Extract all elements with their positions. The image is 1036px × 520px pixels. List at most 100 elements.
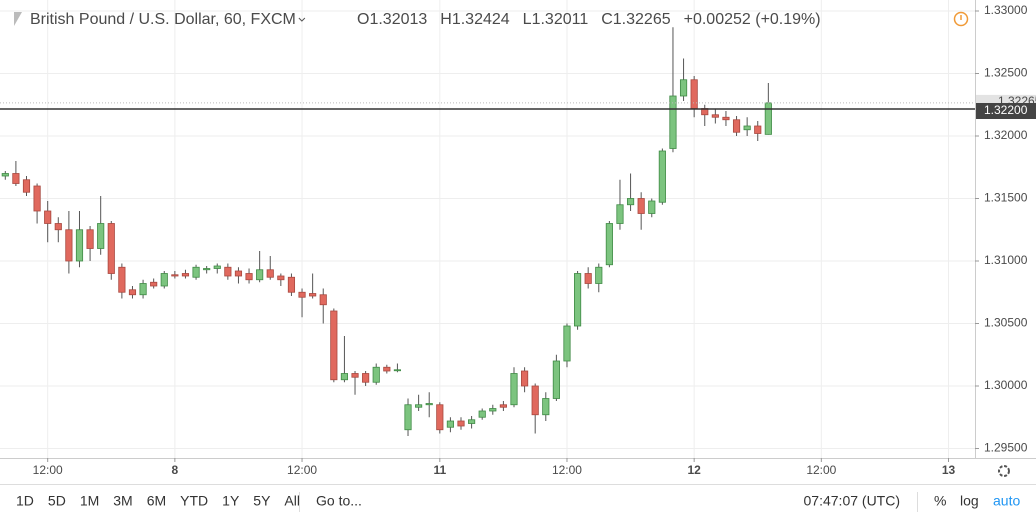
- candle-body: [1, 173, 9, 177]
- goto-button[interactable]: Go to...: [316, 493, 362, 509]
- candle-body: [287, 276, 296, 293]
- candle-body: [65, 229, 73, 262]
- candle-body: [319, 294, 327, 306]
- plot: [0, 0, 975, 458]
- ohlc-label: L1.32011: [523, 11, 589, 28]
- candle-body: [415, 404, 423, 408]
- legend: British Pound / U.S. Dollar, 60, FXCM O1.…: [30, 11, 821, 28]
- alert-icon[interactable]: [953, 11, 969, 27]
- candle-body: [425, 403, 433, 406]
- candle-body: [510, 373, 518, 406]
- scale-option[interactable]: log: [960, 493, 979, 509]
- candle-body: [340, 373, 349, 381]
- symbol-icon[interactable]: [14, 12, 22, 26]
- candle-body: [139, 283, 147, 296]
- candle-body: [256, 269, 264, 281]
- candle-body: [563, 325, 571, 362]
- range-button[interactable]: 1M: [80, 493, 99, 509]
- range-button[interactable]: All: [284, 493, 300, 509]
- candle-body: [616, 204, 624, 224]
- candle-body: [372, 366, 380, 383]
- horizontal-line-badge: [976, 103, 1036, 119]
- x-tick-label: 8: [172, 463, 179, 477]
- candle-body: [171, 274, 179, 277]
- candle-body: [446, 420, 454, 428]
- range-button[interactable]: 5D: [48, 493, 66, 509]
- candle-body: [44, 210, 52, 224]
- candle-body: [75, 229, 84, 262]
- candle-body: [658, 150, 666, 203]
- range-button[interactable]: 1Y: [222, 493, 240, 509]
- ohlc-label: C1.32265: [601, 11, 670, 28]
- candle-body: [648, 200, 656, 214]
- candle-body: [574, 273, 582, 327]
- candle-body: [595, 266, 603, 284]
- candle-body: [626, 198, 635, 206]
- candle-body: [489, 408, 497, 412]
- range-button[interactable]: 3M: [113, 493, 132, 509]
- range-button[interactable]: YTD: [180, 493, 208, 509]
- candle-body: [330, 310, 338, 381]
- candle-body: [107, 223, 115, 274]
- candle-body: [118, 266, 126, 293]
- candle-body: [764, 102, 772, 135]
- candle-body: [266, 269, 274, 278]
- horizontal-line-label: 1.32200: [984, 103, 1028, 117]
- scale-option[interactable]: %: [934, 493, 946, 509]
- ohlc-label: H1.32424: [440, 11, 509, 28]
- candle-body: [669, 95, 677, 149]
- y-tick-label: 1.33000: [984, 3, 1028, 17]
- candle-body: [732, 119, 741, 133]
- title-dropdown[interactable]: [298, 17, 306, 22]
- y-tick-label: 1.30500: [984, 316, 1028, 330]
- x-tick-label: 12:00: [287, 463, 317, 477]
- range-button[interactable]: 5Y: [253, 493, 271, 509]
- candle-body: [128, 289, 137, 296]
- candle-body: [54, 223, 62, 231]
- candle-body: [637, 198, 645, 214]
- candle-body: [393, 369, 401, 372]
- candle-body: [754, 125, 762, 134]
- candle-body: [86, 229, 94, 249]
- x-tick-label: 13: [942, 463, 956, 477]
- candle-body: [679, 79, 688, 97]
- y-tick-label: 1.31500: [984, 191, 1028, 205]
- candle-body: [192, 266, 200, 278]
- candle-body: [203, 268, 211, 271]
- candle-body: [743, 125, 751, 131]
- candle-body: [22, 179, 31, 193]
- x-tick-label: 12: [687, 463, 701, 477]
- change-label: +0.00252 (+0.19%): [684, 11, 821, 28]
- candle-body: [309, 293, 317, 297]
- x-tick-label: 11: [433, 463, 446, 477]
- candle-body: [351, 373, 359, 378]
- scale-option[interactable]: auto: [993, 493, 1020, 509]
- chart-title: British Pound / U.S. Dollar, 60, FXCM: [30, 11, 296, 28]
- range-button[interactable]: 6M: [147, 493, 166, 509]
- candle-body: [160, 273, 168, 287]
- range-button[interactable]: 1D: [16, 493, 34, 509]
- y-tick-label: 1.31000: [984, 253, 1028, 267]
- x-tick-label: 12:00: [806, 463, 836, 477]
- candle-body: [97, 223, 105, 249]
- candle-body: [711, 114, 719, 118]
- candle-body: [605, 223, 613, 266]
- candle-body: [722, 116, 730, 121]
- candle-body: [224, 266, 232, 277]
- candle-body: [150, 281, 158, 287]
- x-tick-label: 12:00: [33, 463, 63, 477]
- candle-body: [33, 185, 41, 212]
- candle-body: [436, 404, 444, 431]
- candle-body: [457, 420, 465, 427]
- clock: 07:47:07 (UTC): [804, 493, 900, 509]
- candle-body: [277, 275, 285, 281]
- x-tick-label: 12:00: [552, 463, 582, 477]
- candle-body: [531, 385, 539, 416]
- candle-body: [213, 265, 221, 269]
- toolbar: 1D 5D 1M 3M 6M YTD 1Y 5Y All Go to... 07:47:07 (UT…: [16, 492, 1020, 512]
- candle-body: [690, 79, 698, 109]
- y-tick-label: 1.32500: [984, 66, 1028, 80]
- settings-icon[interactable]: [998, 465, 1010, 477]
